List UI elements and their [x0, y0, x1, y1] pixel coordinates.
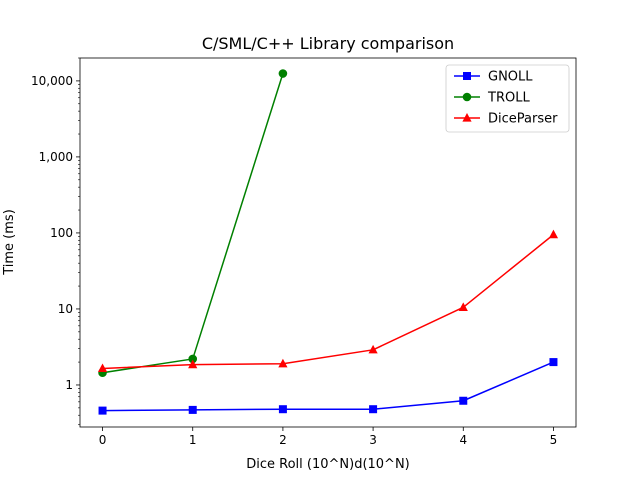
legend-box: [445, 64, 570, 133]
legend-label-diceparser: DiceParser: [488, 112, 558, 127]
legend-label-troll: TROLL: [487, 91, 530, 106]
legend-marker-diceparser: [462, 113, 472, 122]
y-axis-label: Time (ms): [2, 209, 17, 276]
data-point-diceparser: [97, 363, 108, 373]
data-point-gnoll: [98, 406, 107, 415]
x-tick-label: 1: [189, 433, 197, 447]
x-tick-label: 2: [279, 433, 287, 447]
data-point-diceparser: [458, 302, 468, 311]
x-tick-label: 3: [369, 433, 377, 447]
legend-marker-gnoll: [463, 72, 471, 80]
series-diceparser: [97, 229, 559, 373]
data-point-gnoll: [549, 358, 558, 367]
data-point-troll: [188, 354, 198, 364]
x-tick-label: 4: [459, 433, 467, 447]
series-line-gnoll: [102, 361, 554, 412]
data-point-gnoll: [459, 396, 468, 405]
series-line-diceparser: [102, 234, 554, 370]
legend-marker-troll: [462, 92, 472, 102]
y-tick-label: 10,000: [31, 74, 73, 88]
series-troll: [98, 69, 288, 378]
legend: GNOLL TROLL DiceParser: [445, 64, 570, 133]
y-tick-label: 100: [50, 226, 73, 240]
data-point-gnoll: [369, 405, 378, 414]
x-tick-label: 5: [550, 433, 558, 447]
data-point-gnoll: [278, 405, 287, 414]
data-point-troll: [278, 69, 288, 78]
y-tick-label: 1,000: [39, 150, 73, 164]
series-gnoll: [98, 358, 558, 415]
y-tick-label: 1: [65, 378, 73, 392]
y-tick-label: 10: [58, 302, 73, 316]
x-axis-label: Dice Roll (10^N)d(10^N): [246, 457, 410, 472]
legend-label-gnoll: GNOLL: [488, 70, 533, 85]
data-point-diceparser: [368, 344, 378, 354]
data-point-gnoll: [188, 405, 197, 414]
data-point-diceparser: [188, 359, 198, 369]
plot-frame: [79, 57, 577, 428]
x-tick-label: 0: [99, 433, 107, 447]
chart-title: C/SML/C++ Library comparison: [202, 34, 454, 53]
data-point-diceparser: [548, 229, 559, 239]
data-point-diceparser: [278, 358, 288, 368]
